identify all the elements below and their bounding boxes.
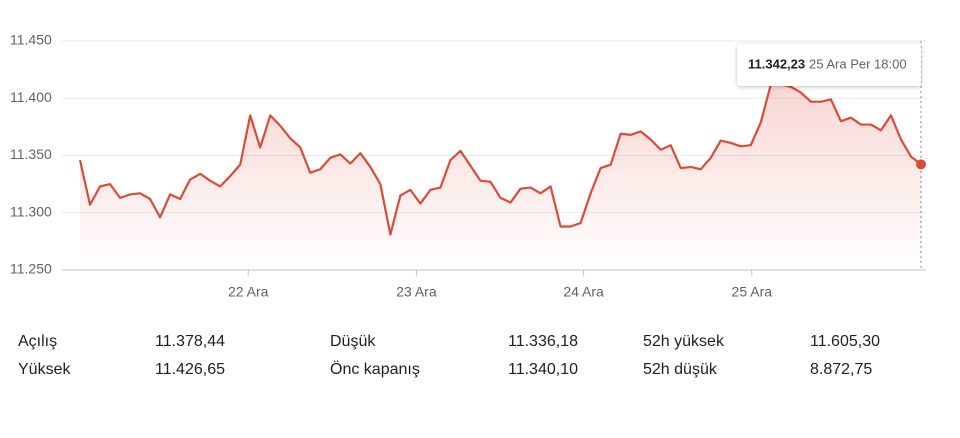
stat-label: 52h düşük [643,361,718,378]
stat-label: Düşük [330,333,376,350]
y-tick-label: 11.250 [10,261,52,277]
stat-value: 11.336,18 [508,333,578,350]
x-tick-label: 22 Ara [228,284,269,300]
y-tick-label: 11.300 [10,203,52,219]
stat-value: 8.872,75 [810,361,872,378]
stat-value: 11.605,30 [810,333,880,350]
x-tick-label: 24 Ara [563,284,604,300]
stat-value: 11.426,65 [155,361,225,378]
y-tick-label: 11.350 [10,146,52,162]
y-tick-label: 11.400 [10,89,52,105]
stat-label: 52h yüksek [643,333,725,350]
y-tick-label: 11.450 [10,32,52,48]
tooltip-date: 25 Ara Per 18:00 [809,56,907,71]
area-fill [80,84,921,270]
x-tick-label: 25 Ara [732,284,773,300]
tooltip-box [737,44,921,86]
stat-value: 11.378,44 [155,333,225,350]
tooltip-value: 11.342,23 [748,56,805,71]
stat-label: Yüksek [18,361,71,378]
stat-label: Önc kapanış [330,360,420,378]
stat-label: Açılış [18,333,57,350]
tooltip: 11.342,23 25 Ara Per 18:00 [737,44,921,86]
x-tick-label: 23 Ara [396,284,437,300]
stat-value: 11.340,10 [508,361,578,378]
end-dot [916,159,926,170]
